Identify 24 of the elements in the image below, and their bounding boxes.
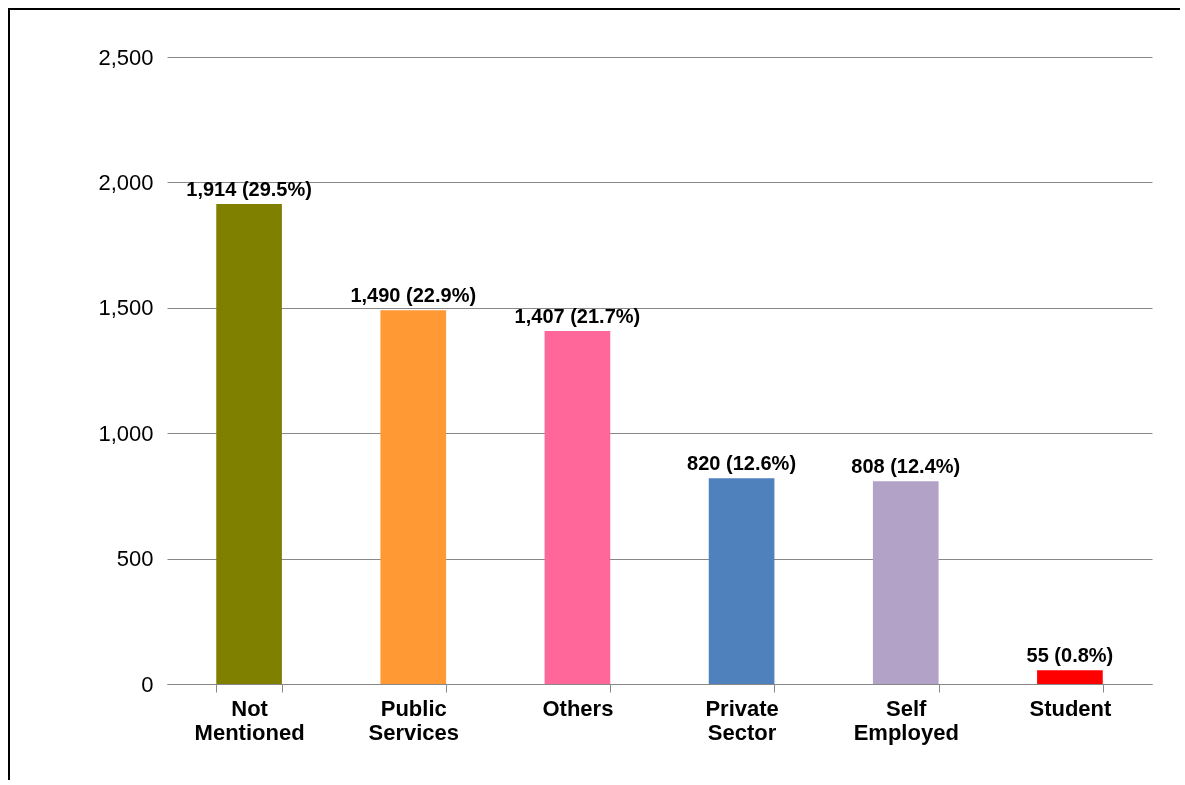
y-tick-label: 2,500 [98,44,154,70]
y-tick-label: 2,000 [98,169,154,195]
y-tick-label: 0 [141,671,154,697]
data-label: 820 (12.6%) [687,452,797,475]
data-label: 1,914 (29.5%) [186,177,312,200]
bar [872,481,939,684]
y-tick-label: 1,000 [98,420,154,446]
data-label: 55 (0.8%) [1026,644,1114,667]
y-tick-label: 500 [116,546,154,572]
x-tick-label: Private Sector [705,695,779,745]
x-tick-label: Others [542,695,614,721]
bar [544,331,611,684]
y-tick-label: 1,500 [98,295,154,321]
x-tick-label: Public Services [368,695,460,745]
x-tick-label: Not Mentioned [194,695,305,745]
data-label: 1,407 (21.7%) [514,305,641,328]
data-label: 808 (12.4%) [851,455,961,478]
bar [380,310,447,684]
x-tick-label: Self Employed [853,695,959,745]
bar [216,203,282,684]
bar [1037,670,1103,684]
bar [708,478,775,684]
data-label: 1,490 (22.9%) [350,284,477,307]
x-tick-label: Student [1029,695,1113,721]
